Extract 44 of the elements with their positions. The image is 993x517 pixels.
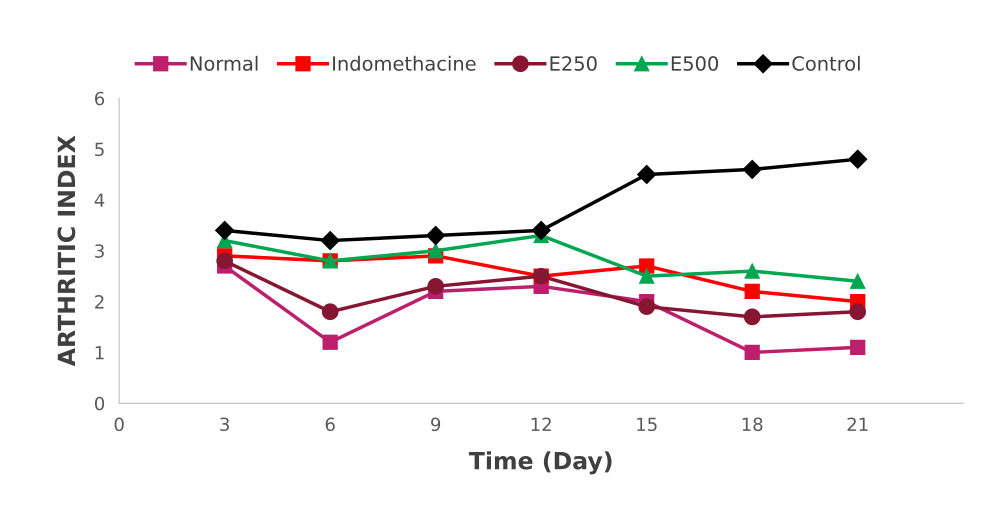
point [744,263,760,279]
y-axis-title: ARTHRITIC INDEX [57,136,76,366]
point [638,298,656,315]
point [428,243,444,258]
y-tick-label: 4 [94,194,104,207]
point [744,344,760,360]
y-tick-label: 2 [95,295,104,308]
point [850,274,866,289]
point [426,226,446,246]
point [322,303,339,320]
y-tick-label: 3 [95,244,104,258]
legend-label: Control [792,56,860,71]
point [850,340,866,355]
y-tick-label: 6 [95,92,104,106]
x-tick-label: 3 [220,417,229,432]
x-tick-label: 12 [532,417,551,431]
y-tick-label: 5 [95,142,104,156]
y-tick-label: 1 [96,346,104,360]
x-tick-label: 9 [431,417,440,432]
x-tick-label: 18 [742,417,762,432]
point [427,278,444,295]
point [742,160,762,179]
x-tick-label: 0 [114,417,124,432]
x-tick-label: 6 [326,417,335,432]
y-tick-label: 0 [94,396,104,410]
point [639,268,654,284]
point [637,164,656,184]
point [744,284,760,300]
point [849,303,866,320]
point [532,220,551,240]
legend-label: Indomethacine [333,56,476,71]
x-tick-label: 15 [637,418,657,432]
point [320,231,340,250]
x-axis-title: Time (Day) [468,451,612,474]
legend-label: Normal [190,56,258,71]
point [639,258,654,274]
legend-label: E500 [672,56,718,71]
point [848,150,868,169]
point [322,334,338,350]
x-tick-label: 21 [848,417,868,431]
point [744,308,761,326]
point [216,252,233,270]
point [215,220,234,240]
legend-label: E250 [550,56,597,71]
